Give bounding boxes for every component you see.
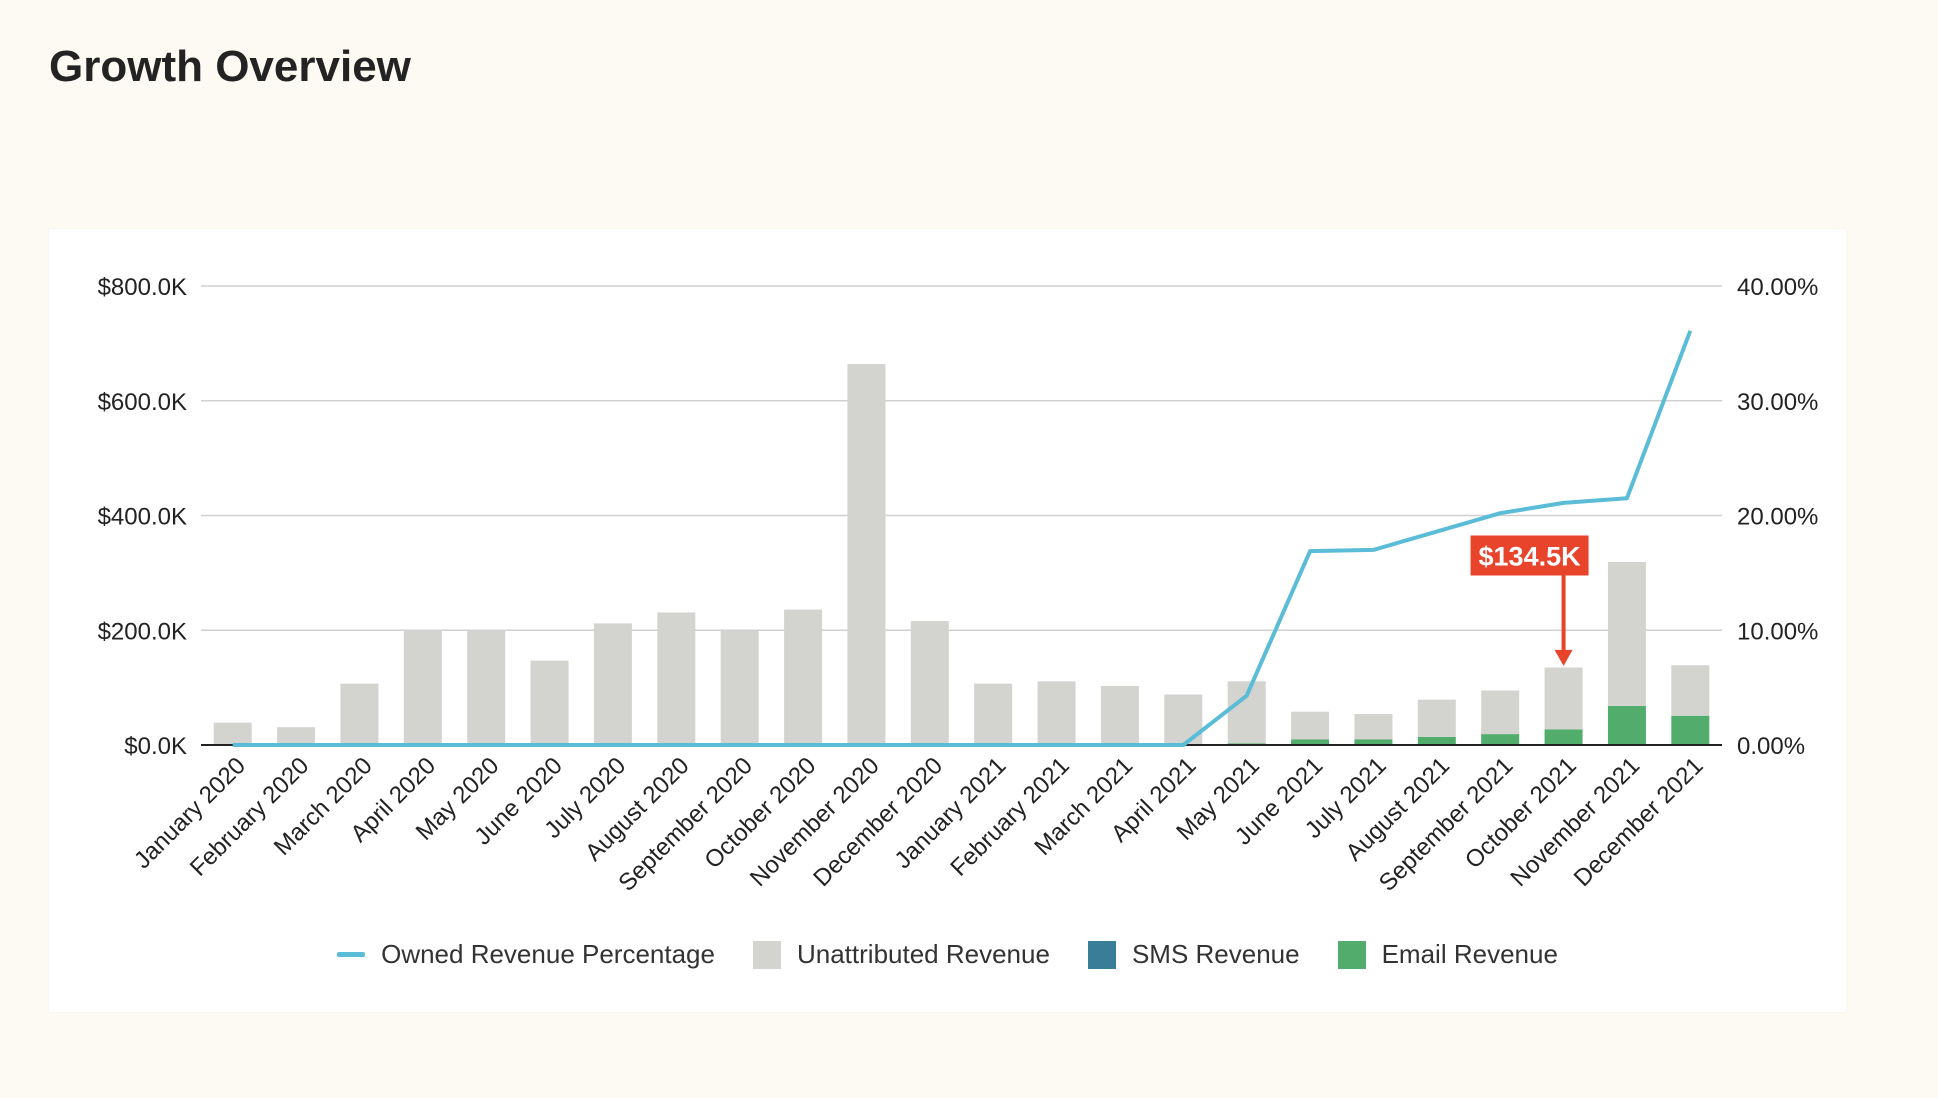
x-tick-label: January 2020 bbox=[129, 752, 251, 874]
bar-unattributed-revenue bbox=[340, 683, 379, 745]
legend-line-swatch bbox=[337, 952, 366, 957]
y-right-tick-label: 10.00% bbox=[1737, 618, 1818, 645]
legend-label: Owned Revenue Percentage bbox=[381, 939, 715, 969]
bar-unattributed-revenue bbox=[720, 630, 759, 745]
y-left-tick-label: $0.0K bbox=[124, 733, 187, 760]
bar-unattributed-revenue bbox=[910, 621, 949, 745]
bar-email-revenue bbox=[1671, 715, 1710, 745]
bar-unattributed-revenue bbox=[1544, 667, 1583, 730]
bar-email-revenue bbox=[1481, 734, 1520, 745]
bar-unattributed-revenue bbox=[847, 364, 886, 745]
y-right-tick-label: 40.00% bbox=[1737, 274, 1818, 301]
y-left-tick-label: $200.0K bbox=[98, 618, 187, 645]
bar-unattributed-revenue bbox=[657, 612, 696, 745]
bar-unattributed-revenue bbox=[1481, 690, 1520, 735]
y-right-tick-label: 30.00% bbox=[1737, 389, 1818, 416]
x-tick-label: October 2020 bbox=[699, 752, 821, 874]
bar-unattributed-revenue bbox=[1291, 711, 1330, 740]
legend-item[interactable]: Owned Revenue Percentage bbox=[337, 939, 715, 970]
bar-unattributed-revenue bbox=[784, 609, 823, 745]
chart-legend: Owned Revenue Percentage Unattributed Rev… bbox=[49, 939, 1846, 970]
legend-label: SMS Revenue bbox=[1131, 939, 1300, 969]
bar-unattributed-revenue bbox=[1671, 665, 1710, 716]
y-left-tick-label: $600.0K bbox=[98, 389, 187, 416]
bar-unattributed-revenue bbox=[467, 630, 506, 745]
legend-box-swatch bbox=[1087, 940, 1116, 969]
bar-unattributed-revenue bbox=[593, 623, 632, 745]
chart-card: $0.0K $200.0K $400.0K $600.0K $800.0K 0.00% 10… bbox=[49, 229, 1846, 1012]
bar-email-revenue bbox=[1544, 729, 1583, 745]
y-right-tick-label: 0.00% bbox=[1737, 733, 1805, 760]
legend-box-swatch bbox=[1337, 940, 1366, 969]
bar-unattributed-revenue bbox=[530, 660, 569, 745]
bar-email-revenue bbox=[1417, 736, 1456, 745]
bar-unattributed-revenue bbox=[1100, 685, 1139, 745]
annotation-box bbox=[1470, 535, 1589, 576]
legend-item[interactable]: SMS Revenue bbox=[1087, 939, 1300, 970]
bar-email-revenue bbox=[1354, 739, 1393, 745]
annotation-arrow-head bbox=[1554, 649, 1573, 666]
growth-chart: $0.0K $200.0K $400.0K $600.0K $800.0K 0.00% 10… bbox=[98, 274, 1819, 897]
y-right-tick-label: 20.00% bbox=[1737, 504, 1818, 531]
legend-label: Email Revenue bbox=[1381, 939, 1558, 969]
bar-unattributed-revenue bbox=[1417, 699, 1456, 737]
bar-unattributed-revenue bbox=[277, 727, 316, 745]
bar-unattributed-revenue bbox=[1227, 681, 1266, 744]
legend-box-swatch bbox=[752, 940, 781, 969]
x-tick-label: January 2021 bbox=[889, 752, 1011, 874]
bar-unattributed-revenue bbox=[1037, 681, 1076, 745]
bar-unattributed-revenue bbox=[1607, 561, 1646, 706]
page-title: Growth Overview bbox=[49, 42, 411, 91]
bar-unattributed-revenue bbox=[974, 683, 1013, 745]
legend-label: Unattributed Revenue bbox=[796, 939, 1050, 969]
legend-item[interactable]: Email Revenue bbox=[1337, 939, 1558, 970]
legend-item[interactable]: Unattributed Revenue bbox=[752, 939, 1050, 970]
y-left-tick-label: $800.0K bbox=[98, 274, 187, 301]
annotation-label: $134.5K bbox=[1479, 542, 1582, 572]
bar-unattributed-revenue bbox=[213, 722, 252, 745]
line-owned-revenue-percentage bbox=[232, 330, 1693, 747]
bar-unattributed-revenue bbox=[1164, 694, 1203, 745]
x-tick-label: October 2021 bbox=[1460, 752, 1582, 874]
bar-unattributed-revenue bbox=[403, 630, 442, 745]
y-left-tick-label: $400.0K bbox=[98, 504, 187, 531]
bar-unattributed-revenue bbox=[1354, 714, 1393, 740]
bar-email-revenue bbox=[1291, 739, 1330, 745]
bar-email-revenue bbox=[1607, 705, 1646, 745]
